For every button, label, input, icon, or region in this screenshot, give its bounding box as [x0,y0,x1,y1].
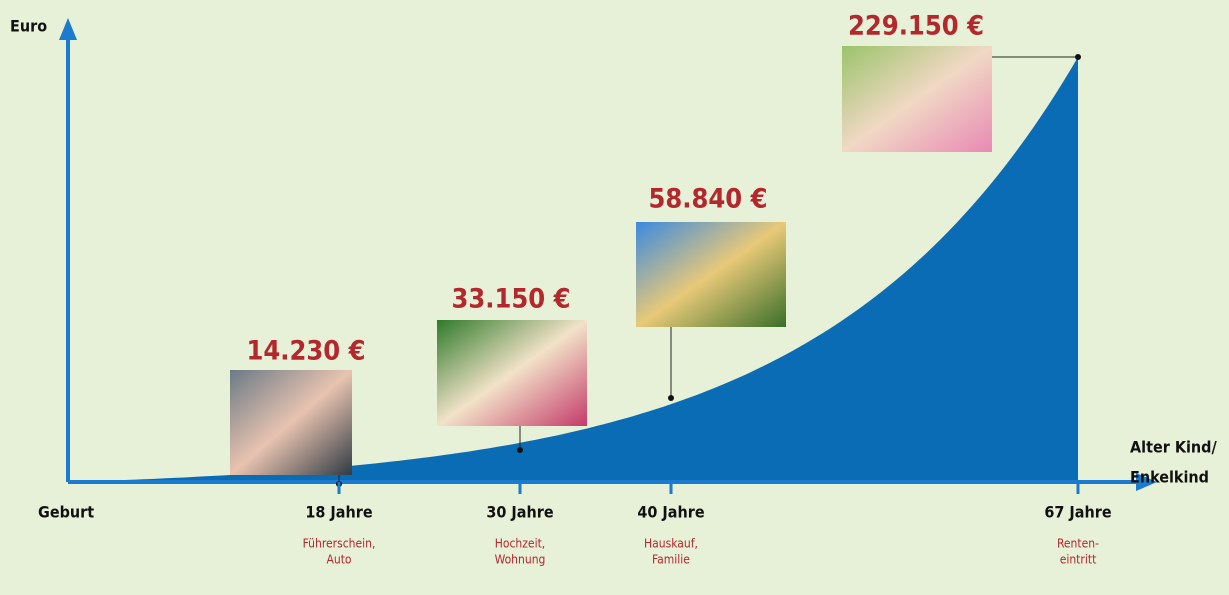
milestone-dot [517,447,523,453]
milestone-dot [1075,54,1081,60]
photo [437,320,587,426]
photo [636,222,786,327]
age-label: 40 Jahre [637,503,704,522]
amount-label: 58.840 € [648,184,767,215]
amount-label: 229.150 € [848,11,984,42]
event-label: eintritt [1060,553,1097,567]
start-label: Geburt [38,503,94,522]
event-label: Hauskauf, [644,537,698,551]
age-label: 67 Jahre [1044,503,1111,522]
y-axis-label: Euro [10,17,47,36]
event-label: Auto [326,553,351,567]
x-axis-label: Alter Kind/ [1130,438,1217,457]
age-label: 30 Jahre [486,503,553,522]
event-label: Renten- [1057,537,1099,551]
amount-label: 14.230 € [246,336,365,367]
event-label: Führerschein, [303,537,376,551]
x-axis-label: Enkelkind [1130,468,1209,487]
event-label: Familie [652,553,690,567]
event-label: Hochzeit, [495,537,545,551]
photo [230,370,352,475]
event-label: Wohnung [495,553,546,567]
age-label: 18 Jahre [305,503,372,522]
chart: Euro Alter Kind/ Enkelkind Geburt 14.230… [0,0,1229,595]
milestone-dot [668,395,674,401]
amount-label: 33.150 € [451,284,570,315]
photo [842,46,992,152]
